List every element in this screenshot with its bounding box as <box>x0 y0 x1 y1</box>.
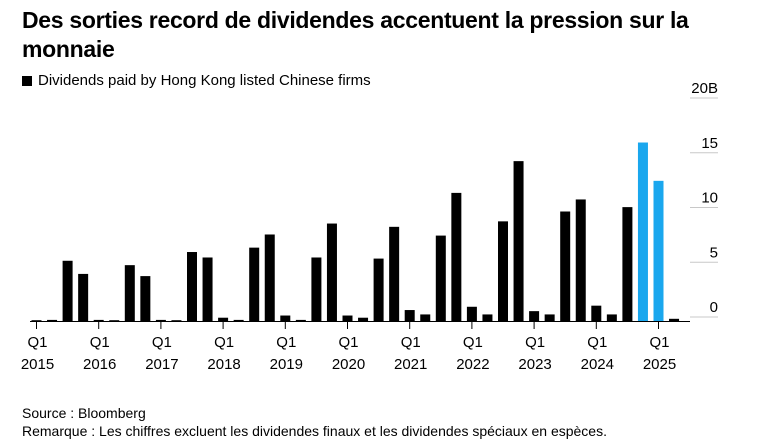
bar-2019Q4 <box>326 223 337 321</box>
bar-2017Q2 <box>171 320 182 321</box>
x-tick-year-label: 2019 <box>270 356 303 373</box>
x-tick-year-label: 2015 <box>21 356 54 373</box>
y-tick-label: 0 <box>710 299 718 316</box>
x-tick-quarter-label: Q1 <box>525 334 545 351</box>
bar-2017Q3 <box>187 252 197 321</box>
legend-label: Dividends paid by Hong Kong listed Chine… <box>38 72 371 89</box>
y-tick-label: 10 <box>701 190 718 207</box>
bar-2024Q4 <box>637 142 648 321</box>
x-tick-quarter-label: Q1 <box>276 334 296 351</box>
x-tick-year-label: 2025 <box>643 356 676 373</box>
bar-2016Q4 <box>140 276 151 321</box>
bar-2024Q2 <box>606 314 617 321</box>
x-tick-quarter-label: Q1 <box>338 334 358 351</box>
source-note: Source : Bloomberg <box>22 405 146 421</box>
bar-2016Q2 <box>109 320 120 321</box>
bar-2021Q2 <box>420 314 431 321</box>
bar-2016Q1 <box>93 319 104 321</box>
bar-2024Q3 <box>622 207 633 321</box>
bar-2015Q3 <box>62 260 73 321</box>
bar-2015Q2 <box>47 319 58 321</box>
x-tick-quarter-label: Q1 <box>587 334 607 351</box>
bar-2020Q1 <box>342 315 353 321</box>
bar-2018Q1 <box>218 317 229 321</box>
bar-2020Q3 <box>373 258 384 321</box>
bar-2023Q4 <box>575 199 586 321</box>
x-tick-quarter-label: Q1 <box>27 334 47 351</box>
x-tick-quarter-label: Q1 <box>401 334 421 351</box>
x-tick-quarter-label: Q1 <box>463 334 483 351</box>
bar-2022Q2 <box>482 314 493 321</box>
bar-2021Q3 <box>435 235 446 321</box>
bar-2017Q1 <box>155 319 166 321</box>
x-tick-quarter-label: Q1 <box>90 334 110 351</box>
bar-2022Q3 <box>498 221 508 321</box>
bar-2020Q2 <box>358 317 369 321</box>
bar-2022Q4 <box>513 161 524 321</box>
remark-note: Remarque : Les chiffres excluent les div… <box>22 423 607 439</box>
x-tick-year-label: 2022 <box>456 356 489 373</box>
bar-2017Q4 <box>202 257 213 321</box>
bar-2021Q4 <box>451 192 462 321</box>
bar-2019Q2 <box>295 319 306 321</box>
bar-2018Q2 <box>233 319 244 321</box>
bar-2016Q3 <box>124 265 135 321</box>
y-tick-label: 20B <box>691 80 718 97</box>
bar-2023Q2 <box>544 314 555 321</box>
bar-2021Q1 <box>404 310 415 321</box>
bar-2015Q4 <box>78 273 89 321</box>
bar-2020Q4 <box>389 226 400 321</box>
footer: Source : Bloomberg Remarque : Les chiffr… <box>22 404 607 440</box>
bar-2019Q1 <box>280 315 291 321</box>
bar-2019Q3 <box>311 257 322 321</box>
x-tick-quarter-label: Q1 <box>152 334 172 351</box>
y-tick-label: 5 <box>710 244 718 261</box>
bar-2025Q2 <box>669 318 680 321</box>
x-tick-year-label: 2017 <box>145 356 178 373</box>
legend: Dividends paid by Hong Kong listed Chine… <box>22 72 371 89</box>
legend-swatch <box>22 75 32 86</box>
bar-2023Q1 <box>529 311 540 321</box>
bar-2022Q1 <box>466 306 477 321</box>
x-tick-quarter-label: Q1 <box>649 334 669 351</box>
bar-2018Q4 <box>264 234 275 321</box>
bar-2015Q1 <box>31 320 42 321</box>
x-tick-year-label: 2023 <box>518 356 551 373</box>
bar-2024Q1 <box>591 305 602 321</box>
x-tick-year-label: 2021 <box>394 356 427 373</box>
bar-2023Q3 <box>560 211 571 321</box>
x-tick-year-label: 2016 <box>83 356 116 373</box>
x-tick-year-label: 2020 <box>332 356 365 373</box>
x-tick-quarter-label: Q1 <box>214 334 234 351</box>
x-tick-year-label: 2024 <box>581 356 614 373</box>
bar-2025Q1 <box>653 180 664 321</box>
chart-title: Des sorties record de dividendes accentu… <box>22 7 689 62</box>
x-tick-year-label: 2018 <box>207 356 240 373</box>
bar-2018Q3 <box>249 247 260 321</box>
y-tick-label: 15 <box>701 135 718 152</box>
